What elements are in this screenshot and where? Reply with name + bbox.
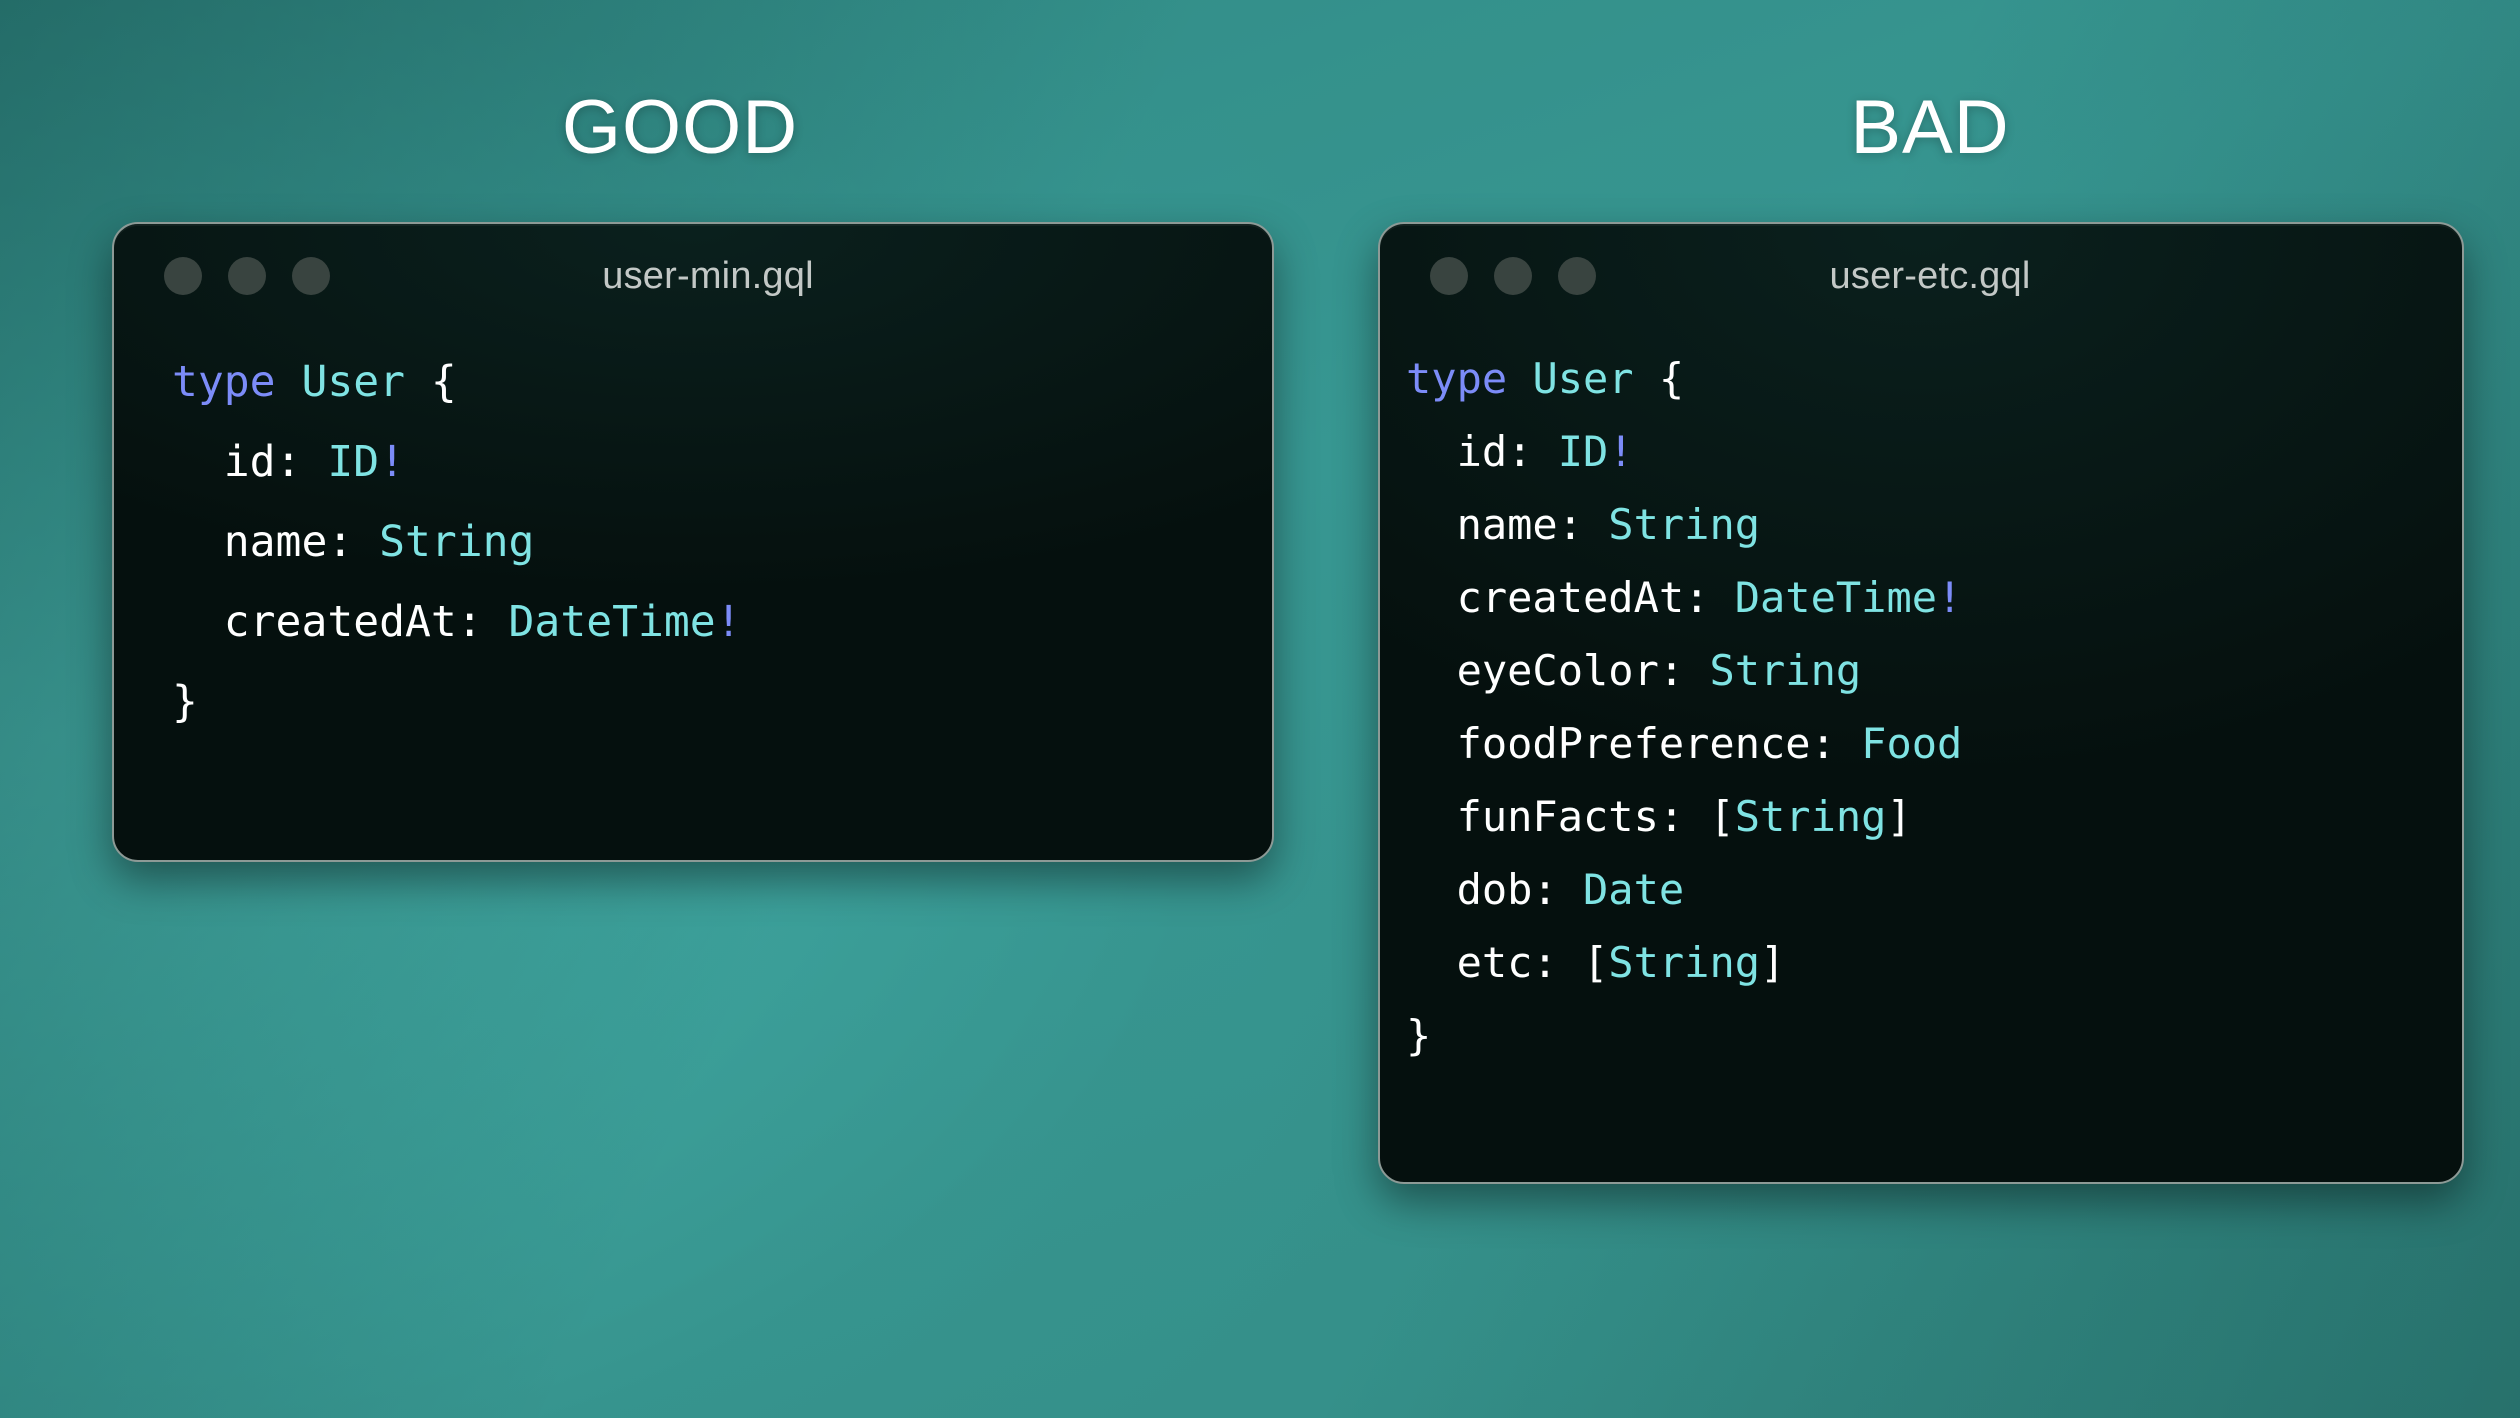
code-token-name: createdAt: (1406, 573, 1735, 622)
code-window-bad: user-etc.gql type User { id: ID! name: S… (1378, 222, 2464, 1184)
code-token-type: String (1734, 792, 1887, 841)
code-line: id: ID! (172, 422, 1272, 502)
code-line: type User { (1406, 342, 2462, 415)
code-line: id: ID! (1406, 415, 2462, 488)
code-line: createdAt: DateTime! (172, 582, 1272, 662)
code-block-good: type User { id: ID! name: String created… (114, 328, 1272, 742)
code-token-name: funFacts: [ (1406, 792, 1735, 841)
code-token-punc (1507, 354, 1532, 403)
code-line: createdAt: DateTime! (1406, 561, 2462, 634)
code-token-punc: ] (1886, 792, 1912, 841)
code-token-punc: { (1633, 354, 1685, 403)
code-line: } (172, 662, 1272, 742)
code-line: etc: [String] (1406, 926, 2462, 999)
code-token-name: createdAt: (172, 597, 509, 647)
code-token-name: id: (1406, 427, 1558, 476)
maximize-dot-icon[interactable] (292, 257, 330, 295)
code-token-punc (276, 357, 302, 407)
code-token-type: ID (327, 437, 380, 487)
code-token-bang: ! (1608, 427, 1634, 476)
code-token-punc: ] (1760, 938, 1786, 987)
code-token-type: String (379, 517, 535, 567)
code-token-name: eyeColor: (1406, 646, 1710, 695)
code-token-type: String (1608, 500, 1761, 549)
code-token-name: name: (1406, 500, 1609, 549)
titlebar-bad: user-etc.gql (1380, 224, 2462, 328)
code-block-bad: type User { id: ID! name: String created… (1380, 328, 2462, 1072)
minimize-dot-icon[interactable] (228, 257, 266, 295)
code-line: name: String (172, 502, 1272, 582)
code-line: name: String (1406, 488, 2462, 561)
titlebar-good: user-min.gql (114, 224, 1272, 328)
maximize-dot-icon[interactable] (1558, 257, 1596, 295)
code-token-name: name: (172, 517, 380, 567)
code-token-type: DateTime (508, 597, 716, 647)
code-line: } (1406, 999, 2462, 1072)
minimize-dot-icon[interactable] (1494, 257, 1532, 295)
code-token-type: String (1709, 646, 1862, 695)
code-window-good: user-min.gql type User { id: ID! name: S… (112, 222, 1274, 862)
column-heading-good: GOOD (561, 85, 799, 170)
code-token-kw: type (172, 357, 276, 407)
code-line: type User { (172, 342, 1272, 422)
close-dot-icon[interactable] (1430, 257, 1468, 295)
close-dot-icon[interactable] (164, 257, 202, 295)
code-line: eyeColor: String (1406, 634, 2462, 707)
code-token-type: User (1532, 354, 1634, 403)
code-token-name: etc: [ (1406, 938, 1609, 987)
window-controls-good (164, 257, 330, 295)
code-token-type: User (301, 357, 406, 407)
code-token-type: DateTime (1734, 573, 1938, 622)
code-token-type: Date (1583, 865, 1685, 914)
code-line: funFacts: [String] (1406, 780, 2462, 853)
code-token-bang: ! (379, 437, 406, 487)
code-token-bang: ! (1937, 573, 1963, 622)
code-token-type: ID (1557, 427, 1609, 476)
code-token-punc: } (172, 677, 198, 727)
code-token-name: foodPreference: (1406, 719, 1862, 768)
code-token-kw: type (1406, 354, 1508, 403)
code-token-punc: } (1406, 1011, 1432, 1060)
code-token-type: String (1608, 938, 1761, 987)
code-token-name: dob: (1406, 865, 1584, 914)
code-line: foodPreference: Food (1406, 707, 2462, 780)
code-token-name: id: (172, 437, 328, 487)
code-token-type: Food (1861, 719, 1963, 768)
column-heading-bad: BAD (1850, 85, 2010, 170)
code-token-punc: { (405, 357, 457, 407)
window-controls-bad (1430, 257, 1596, 295)
code-line: dob: Date (1406, 853, 2462, 926)
code-token-bang: ! (715, 597, 742, 647)
